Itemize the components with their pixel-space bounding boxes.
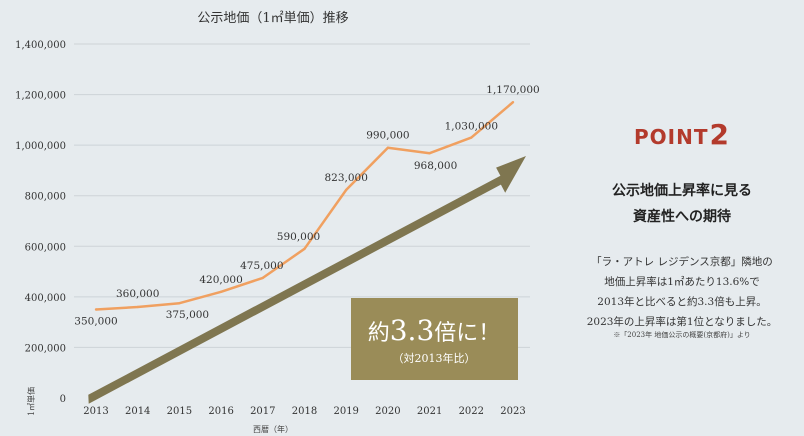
y-tick-label: 1,200,000 (15, 91, 66, 102)
data-label: 350,000 (74, 316, 117, 328)
x-tick-label: 2022 (459, 406, 484, 417)
chart-gridlines (74, 43, 530, 348)
data-label: 1,170,000 (486, 84, 539, 96)
data-point (261, 276, 264, 280)
price-series (94, 100, 515, 311)
point-number: 2 (709, 118, 730, 151)
data-point (470, 136, 473, 139)
x-tick-label: 2018 (292, 406, 317, 417)
data-point (386, 146, 390, 149)
data-point (303, 247, 306, 251)
x-tick-label: 2016 (208, 406, 233, 417)
point-body: 「ラ・アトレ レジデンス京都」隣地の 地価上昇率は1㎡あたり13.6%で 201… (560, 252, 804, 332)
y-tick-label: 1,000,000 (15, 141, 66, 152)
data-labels: 350,000 360,000 375,000 420,000 475,000 590,0… (74, 84, 539, 327)
y-tick-label: 0 (60, 394, 66, 405)
heading-line: 資産性への期待 (633, 209, 731, 225)
x-axis-label: 西暦（年） (253, 424, 293, 434)
point-panel: POINT2 公示地価上昇率に見る 資産性への期待 「ラ・アトレ レジデンス京都… (560, 0, 804, 436)
body-line: 2013年と比べると約3.3倍も上昇。 (597, 296, 767, 308)
x-tick-label: 2019 (333, 406, 358, 417)
body-line: 「ラ・アトレ レジデンス京都」隣地の (591, 256, 773, 268)
body-line: 地価上昇率は1㎡あたり13.6%で (604, 276, 760, 288)
body-line: 2023年の上昇率は第1位となりました。 (586, 316, 778, 328)
chart-title: 公示地価（1㎡単価）推移 (197, 10, 348, 26)
data-label: 823,000 (324, 172, 367, 184)
x-tick-label: 2017 (250, 406, 275, 417)
ratio-callout-box (351, 298, 518, 380)
data-label: 360,000 (116, 288, 159, 300)
point-label: POINT (634, 125, 709, 149)
data-label: 1,030,000 (445, 121, 498, 133)
data-label: 375,000 (166, 309, 209, 321)
data-label: 420,000 (199, 274, 242, 286)
data-label: 968,000 (414, 160, 457, 172)
point-title: POINT2 (560, 118, 804, 151)
data-point (511, 100, 515, 104)
x-tick-label: 2015 (167, 406, 192, 417)
x-axis-ticks: 2013 2014 2015 2016 2017 2018 2019 2020 2021 2022… (83, 406, 525, 417)
point-heading: 公示地価上昇率に見る 資産性への期待 (560, 178, 804, 230)
x-tick-label: 2021 (417, 406, 442, 417)
y-axis-label: 1㎡単価 (26, 387, 36, 416)
trend-arrow-shape (88, 156, 527, 404)
data-point (94, 308, 98, 311)
y-tick-label: 800,000 (25, 192, 66, 203)
heading-line: 公示地価上昇率に見る (612, 183, 752, 199)
y-axis-ticks: 0 200,000 400,000 600,000 800,000 1,000,000 1,… (15, 40, 66, 405)
data-label: 590,000 (277, 231, 320, 243)
data-label: 990,000 (366, 130, 409, 142)
y-tick-label: 400,000 (25, 293, 66, 304)
ratio-callout: 約3.3倍に！ （対2013年比） (351, 298, 518, 380)
x-tick-label: 2020 (375, 406, 400, 417)
x-tick-label: 2014 (125, 406, 150, 417)
y-tick-label: 200,000 (25, 343, 66, 354)
source-note: ※「2023年 地価公示の概要(京都府)」より (613, 331, 751, 339)
land-price-chart: 公示地価（1㎡単価）推移 0 200,000 400,000 600,000 800,0… (15, 10, 540, 434)
y-tick-label: 600,000 (25, 242, 66, 253)
trend-arrow (88, 156, 527, 404)
data-point (219, 290, 223, 293)
data-point (345, 188, 348, 192)
data-point (178, 301, 181, 305)
ratio-callout-sub: （対2013年比） (393, 351, 476, 365)
data-point (136, 305, 139, 309)
x-tick-label: 2013 (83, 406, 108, 417)
data-label: 475,000 (240, 260, 283, 272)
data-point (428, 152, 431, 155)
x-tick-label: 2023 (500, 406, 525, 417)
y-tick-label: 1,400,000 (15, 40, 66, 51)
ratio-callout-main: 約3.3倍に！ (368, 314, 501, 347)
